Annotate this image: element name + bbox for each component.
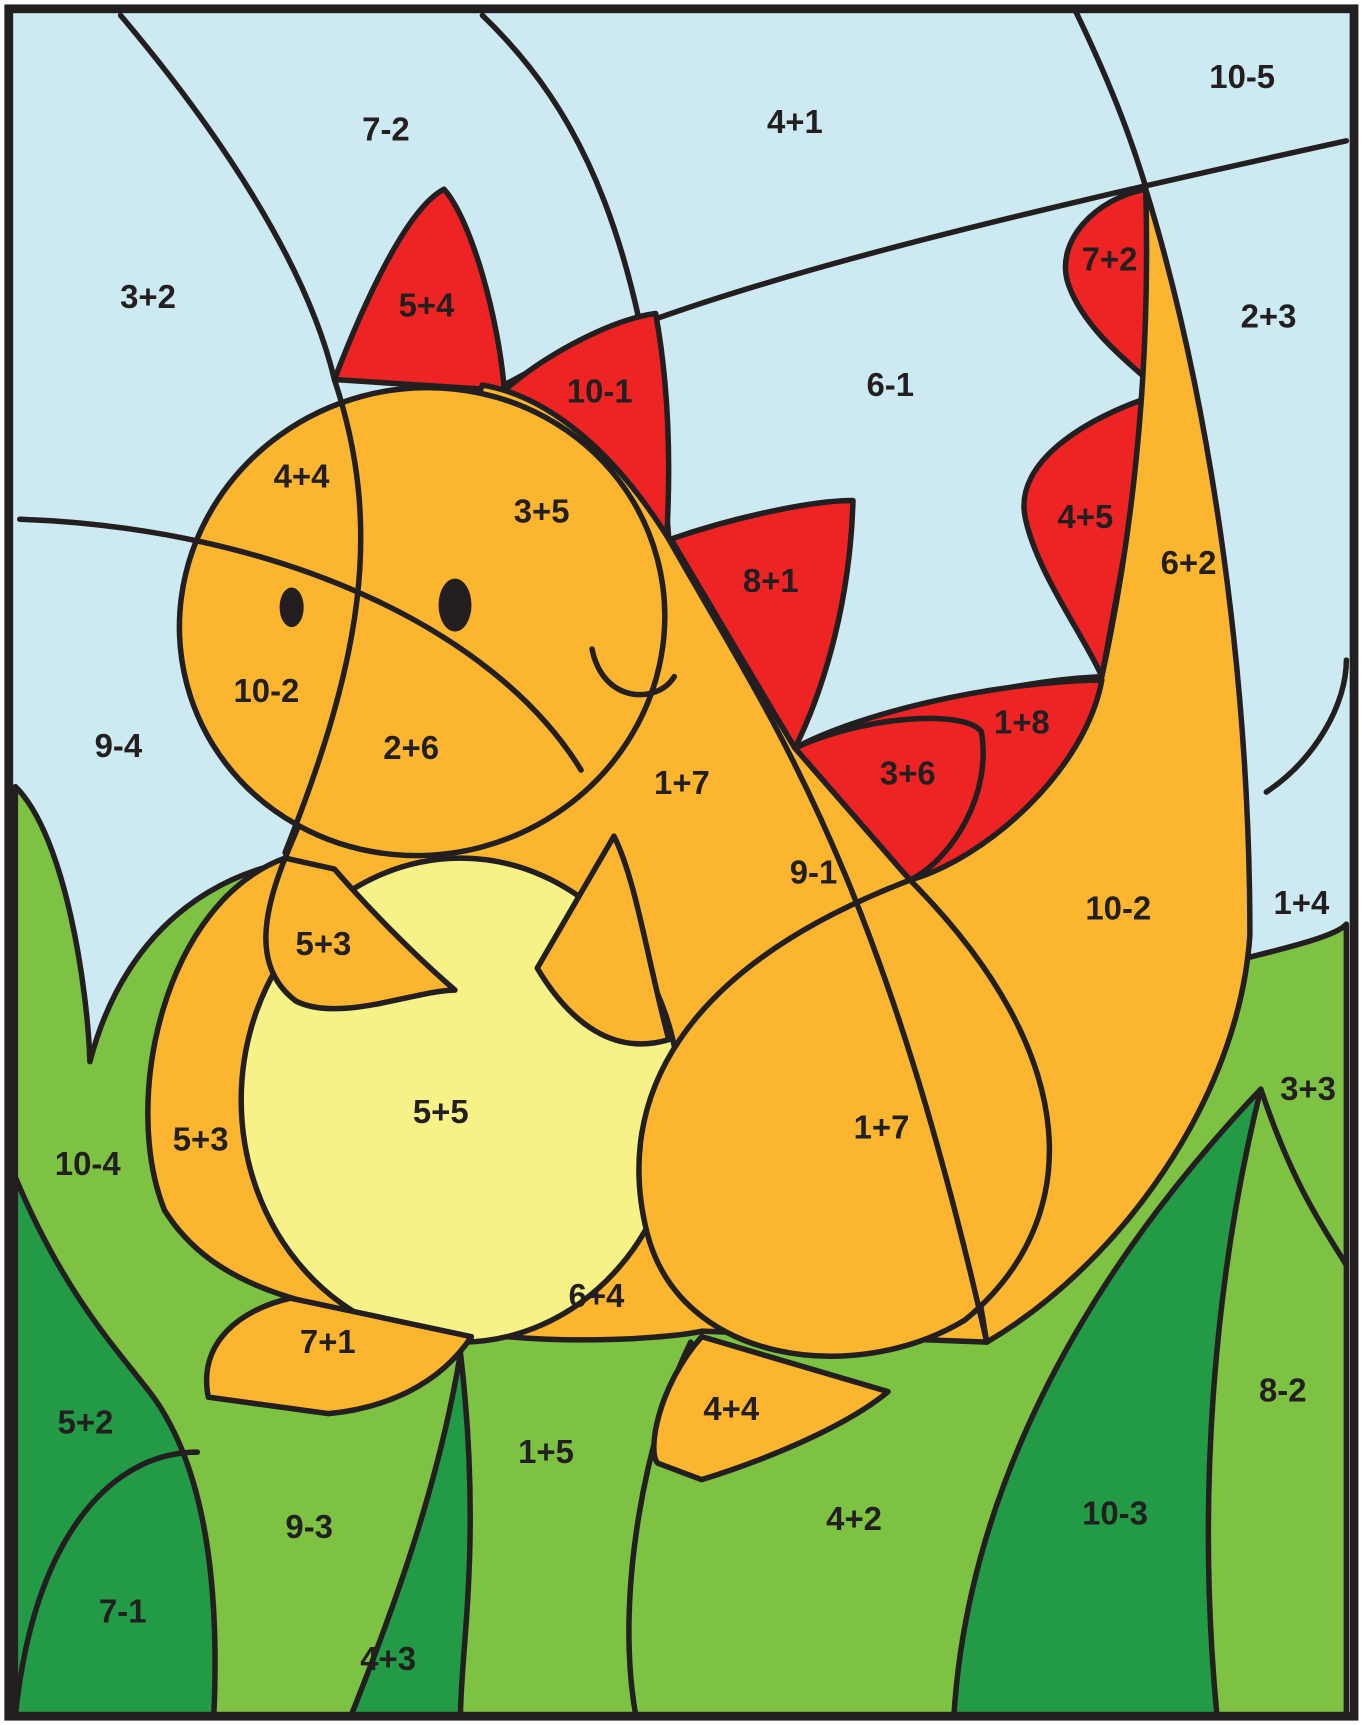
region-label: 7+2: [1082, 240, 1138, 277]
spike: [668, 497, 856, 751]
outline: [1263, 657, 1350, 795]
foot: [651, 1333, 891, 1483]
outline: [117, 12, 338, 383]
region-label: 10-1: [567, 373, 633, 410]
region-label: 3+3: [1280, 1070, 1336, 1107]
region-label: 5+3: [296, 925, 352, 962]
outline: [1258, 1086, 1350, 1268]
spike: [331, 186, 508, 394]
region-label: 10-5: [1209, 58, 1275, 95]
arm: [263, 855, 458, 1012]
region-label: 4+1: [767, 103, 823, 140]
region-label: 6+4: [569, 1277, 625, 1314]
region-label: 8-2: [1259, 1371, 1307, 1408]
outline: [12, 1449, 201, 1719]
outline: [282, 376, 364, 856]
spike: [1062, 186, 1157, 388]
arm: [534, 833, 672, 1047]
region-label: 4+3: [360, 1640, 416, 1677]
region-label: 5+2: [58, 1403, 114, 1440]
region-label: 5+5: [413, 1093, 469, 1130]
region-label: 7+1: [300, 1323, 356, 1360]
spike: [1021, 393, 1157, 680]
region-label: 1+4: [1274, 884, 1330, 921]
mouth: [589, 646, 678, 698]
region-label: 5+3: [173, 1121, 229, 1158]
region-label: 5+4: [399, 287, 455, 324]
region-label: 9-4: [95, 727, 143, 764]
region-label: 1+5: [518, 1433, 574, 1470]
region-label: 10-4: [55, 1145, 121, 1182]
region-label: 3+2: [120, 278, 176, 315]
region-label: 7-1: [99, 1593, 147, 1630]
region-label: 9-3: [285, 1508, 333, 1545]
outline: [16, 516, 584, 773]
eye: [438, 578, 472, 632]
region-label: 1+7: [654, 764, 710, 801]
region-label: 7-2: [362, 111, 410, 148]
region-label: 2+3: [1241, 298, 1297, 335]
region-label: 3+6: [880, 754, 936, 791]
region-label: 1+8: [994, 704, 1050, 741]
grass-dark: [12, 1174, 218, 1719]
region-label: 9-1: [790, 853, 838, 890]
region-label: 4+5: [1058, 498, 1114, 535]
frame: [4, 4, 1359, 1721]
region-label: 10-2: [1085, 890, 1151, 927]
region-label: 4+4: [274, 457, 330, 494]
region-label: 10-2: [234, 672, 300, 709]
region-label: 8+1: [743, 562, 799, 599]
region-label: 4+4: [703, 1390, 759, 1427]
eye: [279, 587, 304, 628]
region-label: 6-1: [867, 366, 915, 403]
outline: [1071, 6, 1149, 190]
outline: [666, 536, 990, 1345]
region-label: 1+7: [854, 1108, 910, 1145]
region-label: 4+2: [826, 1500, 882, 1537]
thigh: [636, 877, 1053, 1359]
region-label: 3+5: [514, 492, 570, 529]
spike: [792, 715, 986, 883]
region-label: 2+6: [383, 729, 439, 766]
region-label: 6+2: [1161, 544, 1217, 581]
foot: [203, 1295, 475, 1417]
region-label: 10-3: [1082, 1495, 1148, 1532]
